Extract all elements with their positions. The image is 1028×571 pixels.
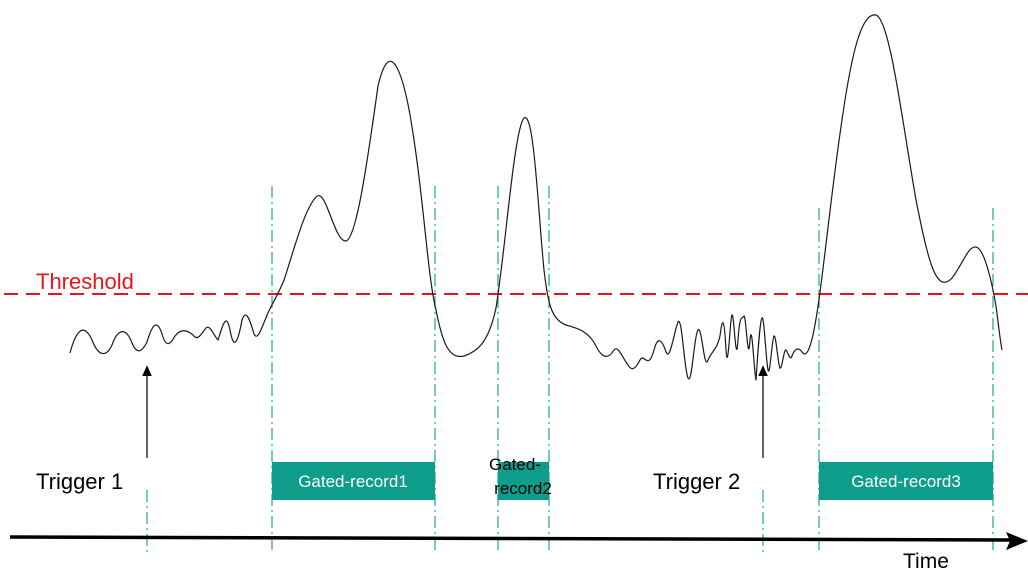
gated-record3-label: Gated-record3 [851,472,961,491]
threshold-label: Threshold [36,269,134,294]
trigger1-label: Trigger 1 [36,469,123,494]
gated-record3-box [819,462,993,500]
gated-record2-box [498,462,549,500]
time-axis-label: Time [903,550,949,571]
time-axis-arrowhead [1006,532,1028,550]
gated-record2-label-line2: record2 [494,479,552,498]
gated-record1-box [272,462,435,500]
time-axis [9,535,1011,542]
trigger2-label: Trigger 2 [653,469,740,494]
gated-record2-label-line1: Gated- [489,455,541,474]
signal-waveform [69,14,1003,381]
gated-record1-label: Gated-record1 [298,472,408,491]
